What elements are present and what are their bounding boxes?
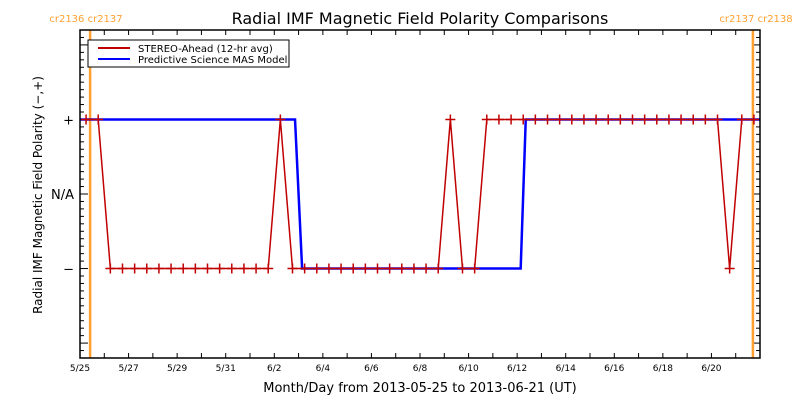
data-point-stereo (153, 263, 164, 274)
data-point-stereo (396, 263, 407, 274)
data-point-stereo (105, 263, 116, 274)
data-point-stereo (712, 114, 723, 125)
x-tick-label: 5/29 (167, 364, 187, 374)
carrington-label-left: cr2136 cr2137 (49, 14, 122, 25)
legend: STEREO-Ahead (12-hr avg) Predictive Scie… (87, 39, 290, 68)
x-tick-label: 6/16 (604, 364, 624, 374)
data-point-stereo (81, 114, 92, 125)
data-point-stereo (166, 263, 177, 274)
data-point-stereo (287, 263, 298, 274)
x-axis-label: Month/Day from 2013-05-25 to 2013-06-21 … (263, 381, 576, 396)
chart-title: Radial IMF Magnetic Field Polarity Compa… (232, 9, 609, 28)
data-point-stereo (651, 114, 662, 125)
x-tick-label: 6/12 (507, 364, 527, 374)
data-point-stereo (591, 114, 602, 125)
x-tick-label: 6/18 (653, 364, 673, 374)
data-point-stereo (323, 263, 334, 274)
data-point-stereo (627, 114, 638, 125)
x-tick-label: 6/6 (364, 364, 379, 374)
data-point-stereo (457, 263, 468, 274)
data-point-stereo (530, 114, 541, 125)
data-point-stereo (336, 263, 347, 274)
y-tick-label: N/A (51, 188, 74, 203)
x-tick-label: 6/20 (701, 364, 721, 374)
data-point-stereo (226, 263, 237, 274)
data-point-stereo (554, 114, 565, 125)
legend-label-stereo: STEREO-Ahead (12-hr avg) (138, 44, 273, 55)
data-point-stereo (238, 263, 249, 274)
data-point-stereo (214, 263, 225, 274)
data-point-stereo (372, 263, 383, 274)
x-tick-label: 6/14 (556, 364, 576, 374)
data-point-stereo (360, 263, 371, 274)
data-point-stereo (129, 263, 140, 274)
x-tick-label: 5/27 (118, 364, 138, 374)
x-tick-label: 6/2 (267, 364, 281, 374)
data-point-stereo (542, 114, 553, 125)
data-point-stereo (93, 114, 104, 125)
series-line-stereo (86, 118, 754, 270)
y-tick-label: + (63, 113, 74, 128)
x-tick-label: 5/25 (70, 364, 90, 374)
data-point-stereo (736, 114, 747, 125)
data-point-stereo (275, 114, 286, 125)
series-line-model (80, 118, 760, 270)
data-point-stereo (700, 114, 711, 125)
x-tick-label: 6/4 (316, 364, 331, 374)
data-point-stereo (178, 263, 189, 274)
data-point-stereo (384, 263, 395, 274)
data-point-stereo (202, 263, 213, 274)
data-point-stereo (639, 114, 650, 125)
data-point-stereo (263, 263, 274, 274)
plot-frame (79, 29, 761, 359)
data-point-stereo (506, 114, 517, 125)
data-point-stereo (141, 263, 152, 274)
data-point-stereo (748, 114, 759, 125)
data-point-stereo (311, 263, 322, 274)
data-point-stereo (663, 114, 674, 125)
data-point-stereo (117, 263, 128, 274)
data-point-stereo (493, 114, 504, 125)
x-tick-label: 5/31 (216, 364, 236, 374)
data-point-stereo (481, 114, 492, 125)
carrington-label-right: cr2137 cr2138 (719, 14, 792, 25)
data-point-stereo (578, 114, 589, 125)
y-axis-label: Radial IMF Magnetic Field Polarity (−,+) (31, 76, 45, 314)
x-tick-label: 6/10 (458, 364, 478, 374)
data-point-stereo (566, 114, 577, 125)
data-point-stereo (615, 114, 626, 125)
data-point-stereo (408, 263, 419, 274)
data-point-stereo (299, 263, 310, 274)
data-point-stereo (348, 263, 359, 274)
data-point-stereo (421, 263, 432, 274)
data-point-stereo (433, 263, 444, 274)
data-point-stereo (445, 114, 456, 125)
data-point-stereo (469, 263, 480, 274)
data-point-stereo (251, 263, 262, 274)
y-tick-label: − (63, 263, 74, 278)
data-point-stereo (688, 114, 699, 125)
data-point-stereo (676, 114, 687, 125)
data-point-stereo (724, 263, 735, 274)
x-tick-label: 6/8 (413, 364, 428, 374)
data-point-stereo (190, 263, 201, 274)
data-point-stereo (518, 114, 529, 125)
legend-label-model: Predictive Science MAS Model (138, 55, 287, 66)
data-point-stereo (603, 114, 614, 125)
legend-box (87, 39, 290, 68)
